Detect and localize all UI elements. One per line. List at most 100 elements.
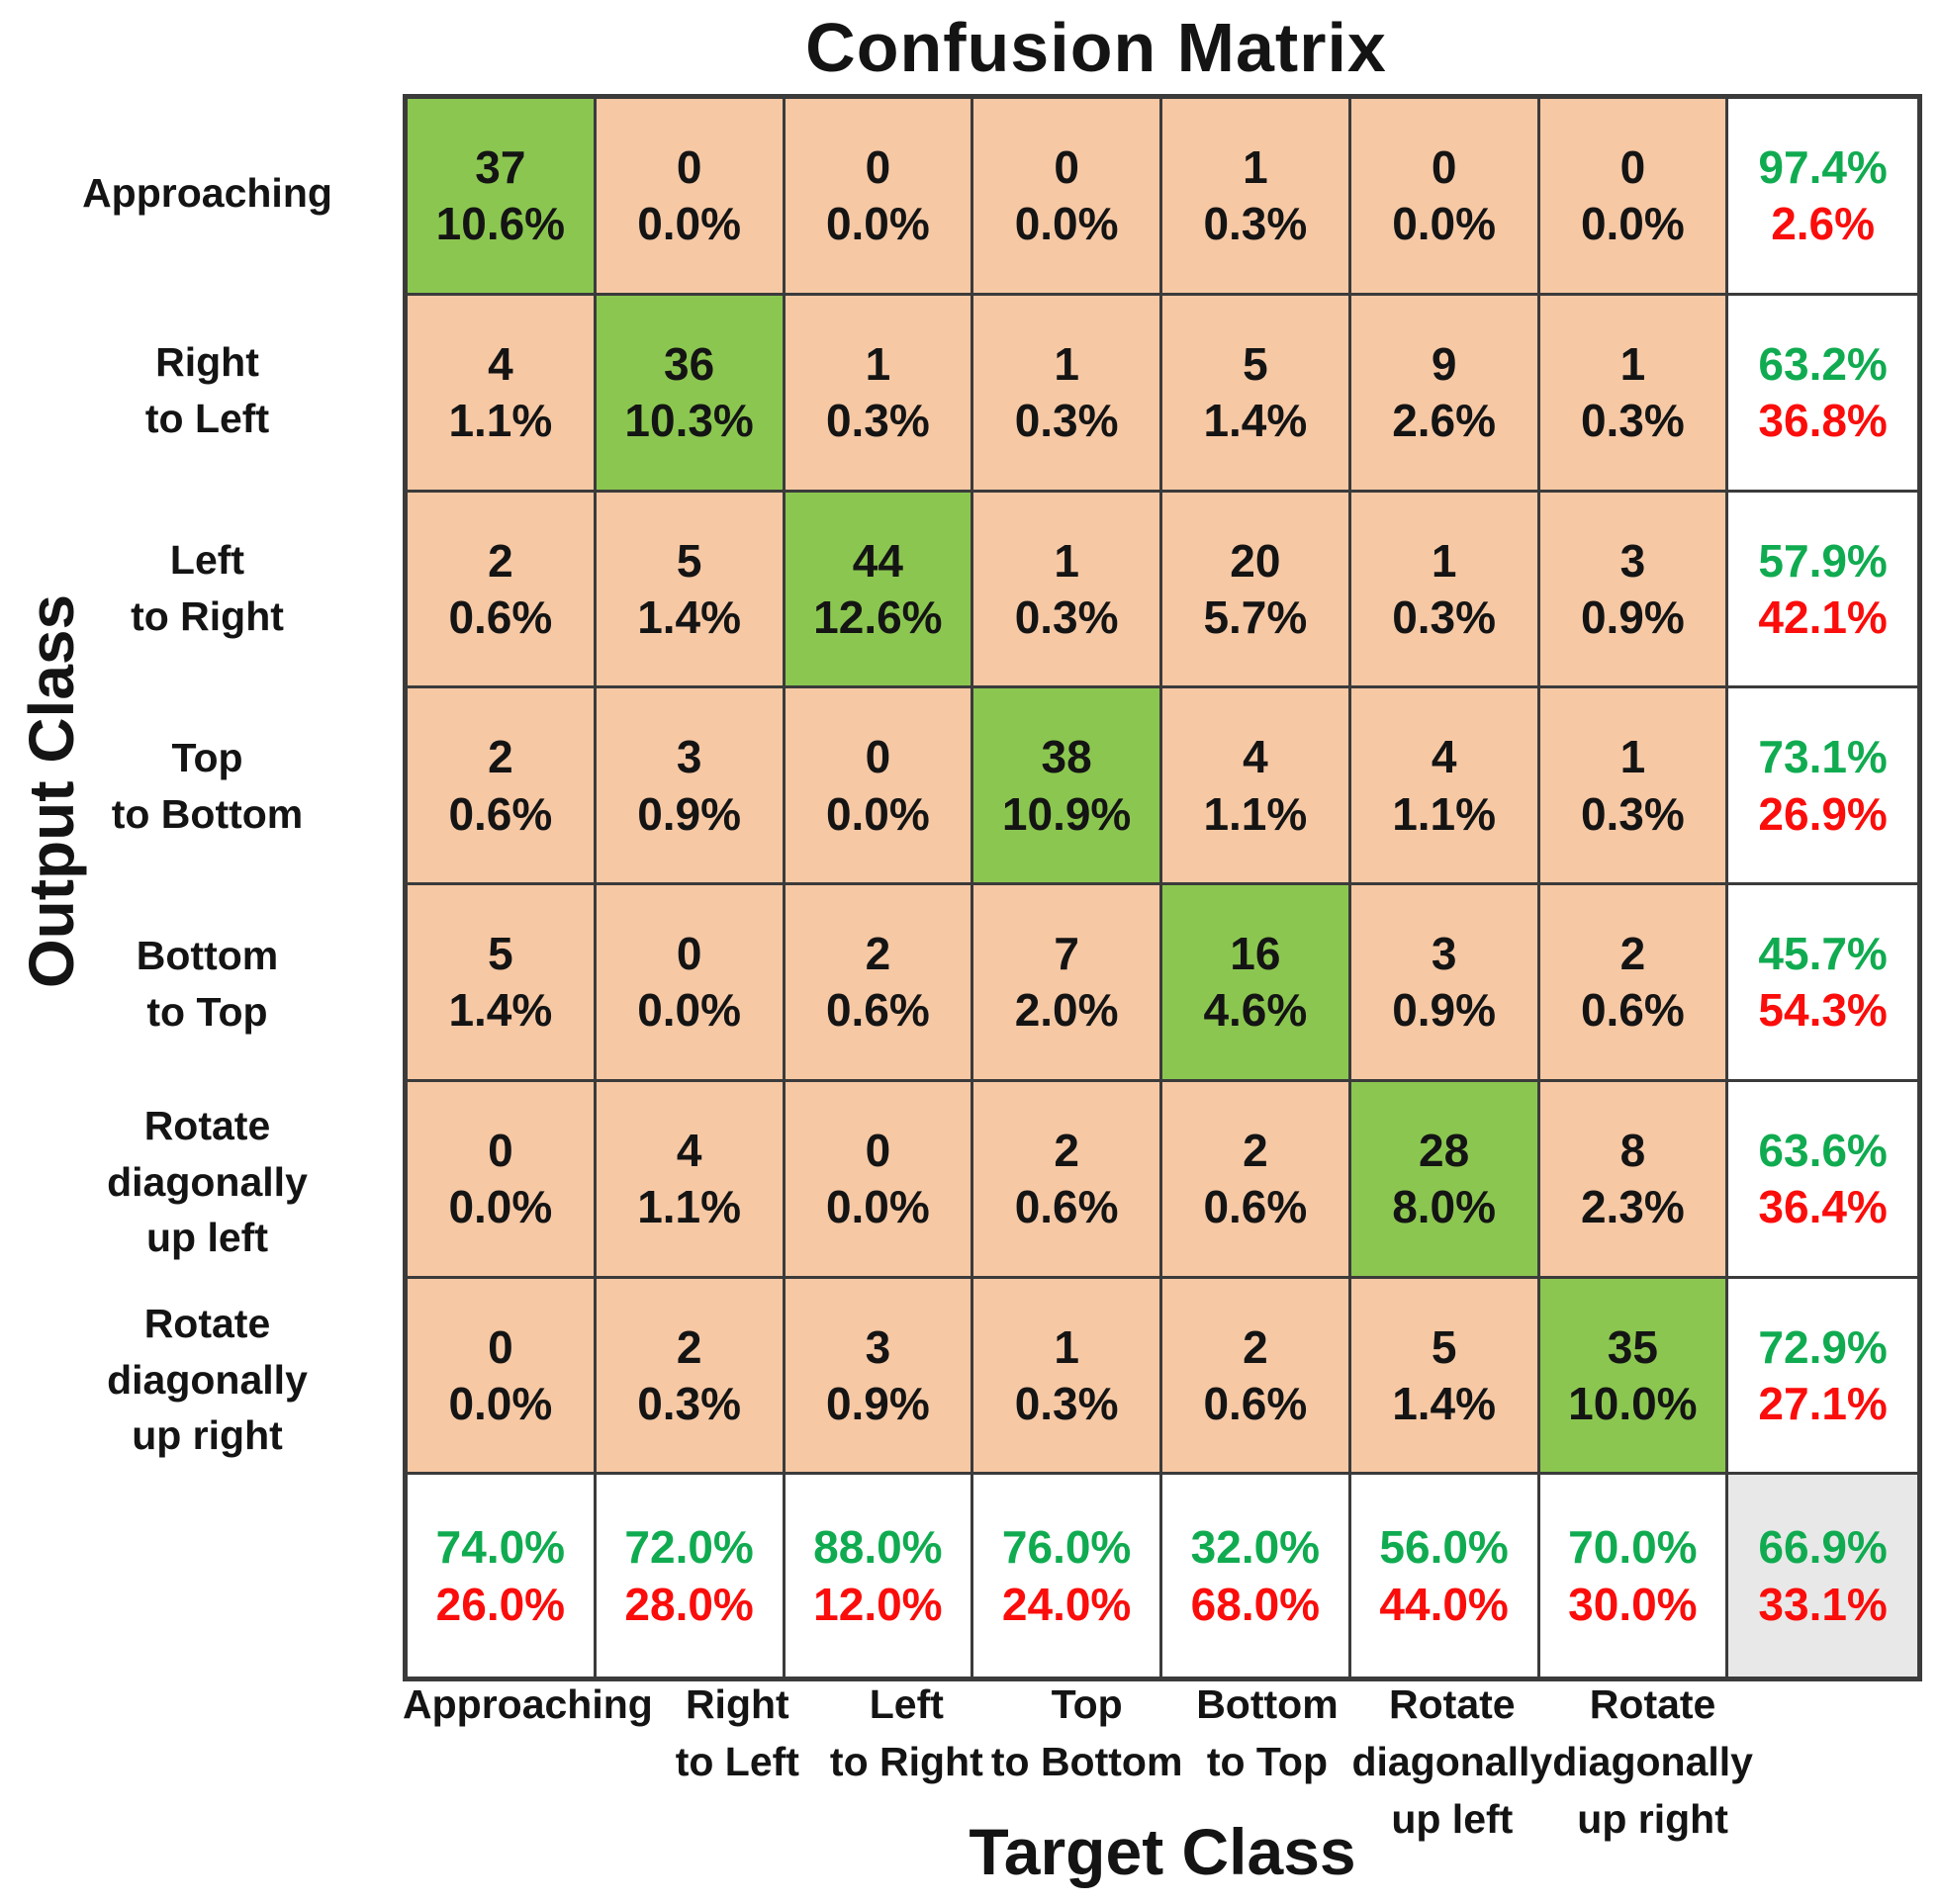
cell-count: 2: [1243, 1320, 1268, 1373]
matrix-cell-r0-c6: 0 0.0%: [1539, 99, 1729, 296]
cell-percent: 2.6%: [1392, 395, 1497, 447]
col-precision-correct: 32.0%: [1190, 1521, 1321, 1574]
row-summary-r1: 63.2% 36.8%: [1728, 295, 1917, 493]
row-recall-correct: 72.9%: [1758, 1320, 1888, 1373]
matrix-cell-r6-c2: 3 0.9%: [785, 1278, 974, 1476]
cell-count: 2: [1619, 928, 1646, 980]
cell-percent: 10.3%: [624, 395, 754, 447]
col-precision-correct: 72.0%: [624, 1521, 754, 1574]
cell-percent: 0.9%: [1392, 984, 1497, 1037]
cell-percent: 2.3%: [1580, 1181, 1685, 1233]
col-summary-c0: 74.0% 26.0%: [408, 1475, 597, 1677]
cell-percent: 10.9%: [1001, 787, 1132, 840]
cell-count: 1: [865, 337, 891, 390]
cell-count: 5: [1431, 1320, 1457, 1373]
cell-percent: 0.0%: [637, 198, 742, 250]
cell-percent: 1.4%: [1392, 1377, 1497, 1429]
col-precision-error: 12.0%: [813, 1578, 943, 1630]
cell-count: 20: [1230, 534, 1281, 587]
cell-percent: 0.0%: [825, 1181, 930, 1233]
cell-count: 2: [676, 1320, 702, 1373]
target-class-label-1: Right to Left: [675, 1681, 799, 1785]
cell-percent: 2.0%: [1014, 984, 1119, 1037]
cell-count: 3: [1431, 928, 1457, 980]
cell-percent: 0.0%: [825, 787, 930, 840]
matrix-cell-r1-c2: 1 0.3%: [785, 295, 974, 493]
cell-percent: 1.4%: [1203, 395, 1308, 447]
output-class-labels: Approaching Right to Left Left to Right Top…: [22, 94, 393, 1479]
matrix-cell-r3-c4: 4 1.1%: [1162, 688, 1351, 885]
matrix-cell-r1-c3: 1 0.3%: [973, 295, 1162, 493]
row-summary-r5: 63.6% 36.4%: [1728, 1081, 1917, 1279]
cell-percent: 0.6%: [1580, 984, 1685, 1037]
cell-count: 4: [676, 1124, 702, 1176]
cell-count: 44: [852, 534, 903, 587]
matrix-cell-r6-c3: 1 0.3%: [973, 1278, 1162, 1476]
row-recall-correct: 63.6%: [1758, 1124, 1888, 1176]
cell-percent: 8.0%: [1392, 1181, 1497, 1233]
row-summary-r2: 57.9% 42.1%: [1728, 492, 1917, 689]
cell-percent: 1.4%: [637, 590, 742, 643]
cell-count: 35: [1607, 1320, 1658, 1373]
matrix-cell-r5-c3: 2 0.6%: [973, 1081, 1162, 1279]
cell-percent: 0.0%: [637, 984, 742, 1037]
cell-percent: 0.6%: [448, 590, 553, 643]
confusion-matrix-grid: 37 10.6% 0 0.0% 0 0.0% 0 0.0% 1 0.3% 0 0.0% 0 0.0% 97.…: [403, 94, 1922, 1681]
matrix-cell-r3-c0: 2 0.6%: [408, 688, 597, 885]
cell-count: 0: [1619, 141, 1646, 194]
cell-percent: 0.0%: [448, 1377, 553, 1429]
cell-count: 0: [865, 141, 891, 194]
cell-percent: 1.1%: [637, 1181, 742, 1233]
col-summary-c4: 32.0% 68.0%: [1162, 1475, 1351, 1677]
output-class-label-5: Rotate diagonally up left: [107, 1103, 308, 1261]
cell-count: 1: [1431, 534, 1457, 587]
row-recall-error: 2.6%: [1771, 198, 1876, 250]
output-class-label-0: Approaching: [82, 169, 332, 216]
output-class-label-1: Right to Left: [144, 339, 270, 441]
row-recall-correct: 63.2%: [1758, 337, 1888, 390]
cell-count: 0: [676, 928, 702, 980]
matrix-cell-r4-c0: 5 1.4%: [408, 885, 597, 1082]
cell-count: 37: [475, 141, 526, 194]
cell-percent: 12.6%: [813, 590, 943, 643]
matrix-cell-r4-c3: 7 2.0%: [973, 885, 1162, 1082]
cell-percent: 1.1%: [1392, 787, 1497, 840]
output-class-label-3: Top to Bottom: [111, 735, 304, 837]
matrix-cell-r6-c6: 35 10.0%: [1539, 1278, 1729, 1476]
matrix-cell-r0-c4: 1 0.3%: [1162, 99, 1351, 296]
matrix-cell-r4-c5: 3 0.9%: [1350, 885, 1540, 1082]
col-precision-correct: 56.0%: [1379, 1521, 1509, 1574]
cell-count: 3: [865, 1320, 891, 1373]
matrix-cell-r4-c2: 2 0.6%: [785, 885, 974, 1082]
total-error: 33.1%: [1758, 1578, 1888, 1630]
col-precision-error: 26.0%: [435, 1578, 566, 1630]
row-recall-error: 42.1%: [1758, 590, 1888, 643]
cell-percent: 0.0%: [825, 198, 930, 250]
target-class-label-4: Bottom to Top: [1196, 1681, 1339, 1785]
cell-percent: 0.3%: [1203, 198, 1308, 250]
cell-percent: 0.9%: [1580, 590, 1685, 643]
matrix-cell-r1-c4: 5 1.4%: [1162, 295, 1351, 493]
cell-percent: 0.3%: [1392, 590, 1497, 643]
cell-percent: 1.4%: [448, 984, 553, 1037]
col-precision-error: 24.0%: [1001, 1578, 1132, 1630]
matrix-cell-r6-c1: 2 0.3%: [596, 1278, 786, 1476]
cell-percent: 0.0%: [1580, 198, 1685, 250]
cell-count: 3: [1619, 534, 1646, 587]
cell-count: 2: [1243, 1124, 1268, 1176]
cell-percent: 10.0%: [1568, 1377, 1698, 1429]
cell-count: 2: [488, 731, 513, 783]
cell-percent: 0.6%: [448, 787, 553, 840]
output-class-label-6: Rotate diagonally up right: [107, 1301, 308, 1459]
matrix-cell-r3-c2: 0 0.0%: [785, 688, 974, 885]
matrix-cell-r4-c1: 0 0.0%: [596, 885, 786, 1082]
matrix-cell-r5-c5: 28 8.0%: [1350, 1081, 1540, 1279]
cell-count: 2: [865, 928, 891, 980]
cell-count: 4: [1243, 731, 1268, 783]
cell-count: 4: [488, 337, 513, 390]
row-summary-r6: 72.9% 27.1%: [1728, 1278, 1917, 1476]
col-precision-correct: 88.0%: [813, 1521, 943, 1574]
target-class-labels: Approaching Right to Left Left to Right Top…: [403, 1676, 1922, 1849]
col-summary-c3: 76.0% 24.0%: [973, 1475, 1162, 1677]
